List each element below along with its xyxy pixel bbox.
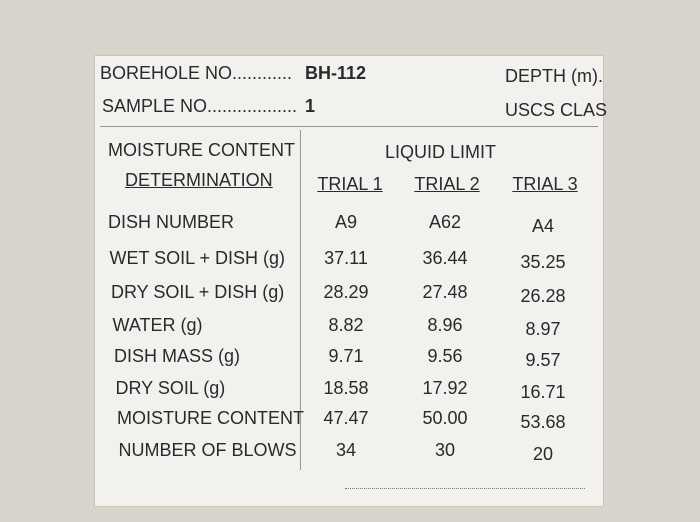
cell: 35.25: [520, 252, 566, 272]
section-title: DETERMINATION: [125, 170, 273, 190]
paper: [94, 55, 604, 507]
section-title: MOISTURE CONTENT: [108, 140, 295, 160]
cell: 8.82: [328, 315, 364, 335]
cell: 53.68: [520, 412, 566, 432]
cell: 18.58: [323, 378, 369, 398]
cell: A62: [428, 212, 462, 232]
cell: 16.71: [520, 382, 566, 402]
group-title: LIQUID LIMIT: [385, 142, 497, 162]
row-label: DRY SOIL + DISH (g): [111, 282, 285, 302]
column-divider: [300, 130, 301, 470]
cell: 26.28: [520, 286, 566, 306]
cell: 17.92: [422, 378, 468, 398]
cell: A9: [334, 212, 358, 232]
cell: 50.00: [422, 408, 468, 428]
row-label: NUMBER OF BLOWS: [118, 440, 297, 460]
column-header: TRIAL 2: [414, 174, 480, 194]
row-label: DISH MASS (g): [114, 346, 241, 366]
row-label: DISH NUMBER: [108, 212, 235, 232]
column-header: TRIAL 1: [317, 174, 383, 194]
cell: 36.44: [422, 248, 468, 268]
cell: 47.47: [323, 408, 369, 428]
row-label: WET SOIL + DISH (g): [109, 248, 286, 268]
cell: 9.57: [525, 350, 561, 370]
divider: [100, 126, 598, 127]
cell: 28.29: [323, 282, 369, 302]
cell: 9.71: [328, 346, 364, 366]
row-label: DRY SOIL (g): [115, 378, 226, 398]
row-label: MOISTURE CONTENT: [117, 408, 304, 428]
borehole-label: BOREHOLE NO............: [100, 63, 293, 83]
column-header: TRIAL 3: [512, 174, 578, 194]
footer-dots: [345, 488, 585, 490]
cell: 34: [335, 440, 357, 460]
sample-label: SAMPLE NO..................: [102, 96, 298, 116]
cell: 8.96: [427, 315, 463, 335]
sample-value: 1: [305, 96, 316, 116]
cell: 27.48: [422, 282, 468, 302]
cell: 8.97: [525, 319, 561, 339]
cell: A4: [531, 216, 555, 236]
cell: 9.56: [427, 346, 463, 366]
depth-label: DEPTH (m).: [505, 66, 603, 86]
borehole-value: BH-112: [305, 63, 367, 83]
row-label: WATER (g): [112, 315, 203, 335]
cell: 30: [434, 440, 456, 460]
cell: 37.11: [324, 248, 368, 268]
uscs-label: USCS CLAS: [505, 100, 608, 120]
cell: 20: [532, 444, 554, 464]
